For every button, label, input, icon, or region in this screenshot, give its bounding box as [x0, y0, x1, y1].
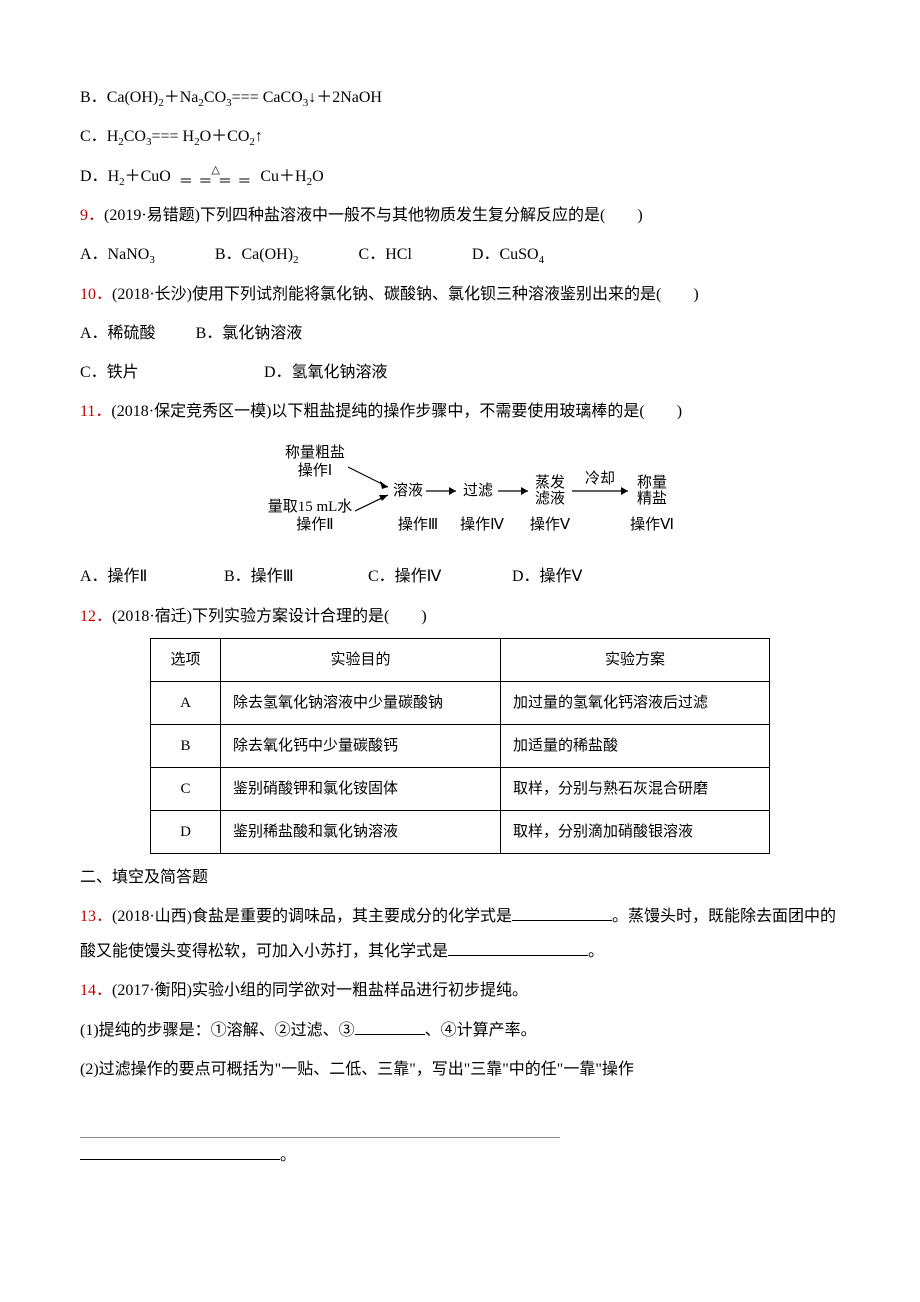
col-option: 选项 [151, 638, 221, 681]
option-c: C．H2CO3=== H2O＋CO2↑ [80, 119, 840, 154]
opt-d: D．氢氧化钠溶液 [264, 364, 388, 381]
section-2-title: 二、填空及简答题 [80, 860, 840, 895]
node-bot2: 操作Ⅱ [296, 516, 333, 533]
question-10: 10．(2018·长沙)使用下列试剂能将氯化钠、碳酸钠、氯化钡三种溶液鉴别出来的… [80, 277, 840, 312]
question-number: 9． [80, 207, 104, 224]
experiment-table: 选项 实验目的 实验方案 A 除去氢氧化钠溶液中少量碳酸钠 加过量的氢氧化钙溶液… [150, 638, 770, 854]
question-stem: (2018·宿迁)下列实验方案设计合理的是( ) [112, 608, 427, 625]
table-row: A 除去氢氧化钠溶液中少量碳酸钠 加过量的氢氧化钙溶液后过滤 [151, 681, 770, 724]
col-scheme: 实验方案 [501, 638, 770, 681]
node-top1: 称量粗盐 [285, 444, 345, 461]
cell-purpose: 除去氢氧化钠溶液中少量碳酸钠 [221, 681, 501, 724]
node-op4: 操作Ⅳ [460, 516, 504, 533]
cell-scheme: 取样，分别滴加硝酸银溶液 [501, 810, 770, 853]
opt-a: A．操作Ⅱ [80, 559, 220, 594]
option-d: D．H2＋CuO △ ＝ ＝ ＝ ＝ Cu＋H2O [80, 159, 840, 194]
fill-blank[interactable] [355, 1019, 425, 1035]
node-step5a: 称量 [637, 474, 667, 491]
cell-scheme: 取样，分别与熟石灰混合研磨 [501, 767, 770, 810]
question-stem: (2018·保定竞秀区一模)以下粗盐提纯的操作步骤中，不需要使用玻璃棒的是( ) [111, 403, 682, 420]
table-row: C 鉴别硝酸钾和氯化铵固体 取样，分别与熟石灰混合研磨 [151, 767, 770, 810]
col-purpose: 实验目的 [221, 638, 501, 681]
node-step4: 冷却 [585, 470, 615, 487]
fill-blank[interactable] [512, 905, 612, 921]
question-11: 11．(2018·保定竞秀区一模)以下粗盐提纯的操作步骤中，不需要使用玻璃棒的是… [80, 394, 840, 429]
opt-b: B．氯化钠溶液 [196, 316, 303, 351]
node-step1: 溶液 [393, 482, 423, 499]
opt-d: D．CuSO4 [472, 237, 544, 272]
opt-label: D． [80, 168, 108, 185]
q14-part2: (2)过滤操作的要点可概括为"一贴、二低、三靠"，写出"三靠"中的任"一靠"操作 [80, 1052, 840, 1087]
q14-part1: (1)提纯的步骤是：①溶解、②过滤、③ 、④计算产率。 [80, 1013, 840, 1048]
q9-options: A．NaNO3 B．Ca(OH)2 C．HCl D．CuSO4 [80, 237, 840, 272]
opt-label: C． [80, 128, 107, 145]
opt-b: B．Ca(OH)2 [215, 237, 299, 272]
node-step2: 过滤 [463, 482, 493, 499]
opt-c: C．HCl [359, 237, 412, 272]
question-text: 、④计算产率。 [425, 1022, 537, 1039]
cell-opt: D [151, 810, 221, 853]
question-14: 14．(2017·衡阳)实验小组的同学欲对一粗盐样品进行初步提纯。 [80, 973, 840, 1008]
node-op6: 操作Ⅵ [630, 516, 674, 533]
node-op3: 操作Ⅲ [398, 516, 438, 533]
question-text: 。 [588, 943, 604, 960]
cell-scheme: 加适量的稀盐酸 [501, 724, 770, 767]
opt-a: A．稀硫酸 [80, 316, 156, 351]
fill-blank[interactable] [80, 1144, 280, 1160]
node-bot1: 量取15 mL水 [268, 498, 353, 515]
cell-purpose: 鉴别硝酸钾和氯化铵固体 [221, 767, 501, 810]
cell-purpose: 除去氧化钙中少量碳酸钙 [221, 724, 501, 767]
opt-c: C．铁片 [80, 355, 260, 390]
question-stem: (2017·衡阳)实验小组的同学欲对一粗盐样品进行初步提纯。 [112, 982, 528, 999]
q10-options-row1: A．稀硫酸 B．氯化钠溶液 [80, 316, 840, 351]
cell-opt: C [151, 767, 221, 810]
node-top2: 操作Ⅰ [298, 462, 332, 479]
opt-d: D．操作Ⅴ [512, 568, 583, 585]
question-text: (2)过滤操作的要点可概括为"一贴、二低、三靠"，写出"三靠"中的任"一靠"操作 [80, 1061, 634, 1078]
heat-condition: △ ＝ ＝ ＝ ＝ [179, 165, 253, 190]
node-step3a: 蒸发 [535, 474, 565, 491]
q10-options-row2: C．铁片 D．氢氧化钠溶液 [80, 355, 840, 390]
footer-blank-line: 。 [80, 1138, 840, 1173]
flowchart-diagram: 称量粗盐 操作Ⅰ 量取15 mL水 操作Ⅱ 溶液 过滤 蒸发 滤液 冷却 称量 … [210, 439, 710, 549]
table-row: B 除去氧化钙中少量碳酸钙 加适量的稀盐酸 [151, 724, 770, 767]
cell-opt: A [151, 681, 221, 724]
punct: 。 [280, 1147, 296, 1164]
opt-label: B． [80, 89, 107, 106]
option-b: B．Ca(OH)2＋Na2CO3=== CaCO3↓＋2NaOH [80, 80, 840, 115]
question-text: (2018·山西)食盐是重要的调味品，其主要成分的化学式是 [112, 908, 512, 925]
node-op5: 操作Ⅴ [530, 516, 571, 533]
cell-scheme: 加过量的氢氧化钙溶液后过滤 [501, 681, 770, 724]
cell-purpose: 鉴别稀盐酸和氯化钠溶液 [221, 810, 501, 853]
node-step3b: 滤液 [535, 490, 565, 507]
q11-options: A．操作Ⅱ B．操作Ⅲ C．操作Ⅳ D．操作Ⅴ [80, 559, 840, 594]
question-text: (1)提纯的步骤是：①溶解、②过滤、③ [80, 1022, 355, 1039]
question-stem: (2018·长沙)使用下列试剂能将氯化钠、碳酸钠、氯化钡三种溶液鉴别出来的是( … [112, 286, 699, 303]
opt-a: A．NaNO3 [80, 237, 155, 272]
question-13: 13．(2018·山西)食盐是重要的调味品，其主要成分的化学式是。蒸馒头时，既能… [80, 899, 840, 969]
cell-opt: B [151, 724, 221, 767]
question-number: 14． [80, 982, 112, 999]
table-header-row: 选项 实验目的 实验方案 [151, 638, 770, 681]
table-row: D 鉴别稀盐酸和氯化钠溶液 取样，分别滴加硝酸银溶液 [151, 810, 770, 853]
question-number: 10． [80, 286, 112, 303]
question-number: 12． [80, 608, 112, 625]
opt-c: C．操作Ⅳ [368, 559, 508, 594]
question-9: 9．(2019·易错题)下列四种盐溶液中一般不与其他物质发生复分解反应的是( ) [80, 198, 840, 233]
fill-blank[interactable] [448, 940, 588, 956]
question-number: 13． [80, 908, 112, 925]
node-step5b: 精盐 [637, 490, 667, 507]
question-number: 11． [80, 403, 111, 420]
question-stem: (2019·易错题)下列四种盐溶液中一般不与其他物质发生复分解反应的是( ) [104, 207, 643, 224]
opt-b: B．操作Ⅲ [224, 559, 364, 594]
question-12: 12．(2018·宿迁)下列实验方案设计合理的是( ) [80, 599, 840, 634]
